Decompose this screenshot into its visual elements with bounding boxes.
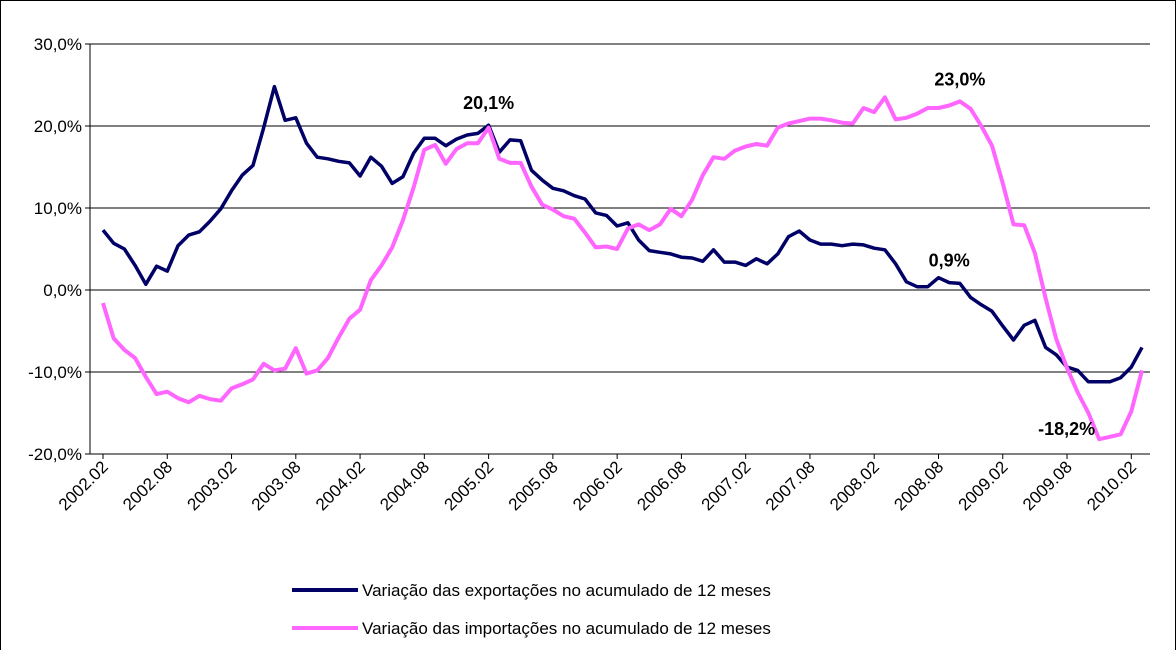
x-tick-label: 2010.02 [1083,457,1140,514]
legend-label: Variação das importações no acumulado de… [362,619,771,638]
y-tick-label: -20,0% [28,445,82,464]
x-tick-label: 2002.02 [55,457,112,514]
value-label: -18,2% [1038,419,1095,439]
x-tick-label: 2005.02 [441,457,498,514]
y-tick-label: 30,0% [34,35,82,54]
x-tick-label: 2006.08 [633,457,690,514]
x-tick-label: 2003.08 [248,457,305,514]
x-tick-label: 2008.02 [826,457,883,514]
x-tick-label: 2009.02 [955,457,1012,514]
x-tick-label: 2005.08 [505,457,562,514]
x-tick-label: 2004.08 [376,457,433,514]
series-line [101,84,1144,384]
x-tick-label: 2003.02 [183,457,240,514]
y-tick-label: 10,0% [34,199,82,218]
y-tick-label: 0,0% [43,281,82,300]
y-tick-label: 20,0% [34,117,82,136]
value-label: 20,1% [463,93,514,113]
x-tick-label: 2007.08 [762,457,819,514]
x-tick-label: 2006.02 [569,457,626,514]
y-tick-label: -10,0% [28,363,82,382]
value-label: 23,0% [934,69,985,89]
value-label: 0,9% [929,251,970,271]
x-tick-label: 2008.08 [890,457,947,514]
x-tick-label: 2007.02 [698,457,755,514]
legend-label: Variação das exportações no acumulado de… [362,581,771,600]
series-line [101,95,1144,442]
x-tick-label: 2004.02 [312,457,369,514]
x-tick-label: 2002.08 [119,457,176,514]
x-tick-label: 2009.08 [1019,457,1076,514]
